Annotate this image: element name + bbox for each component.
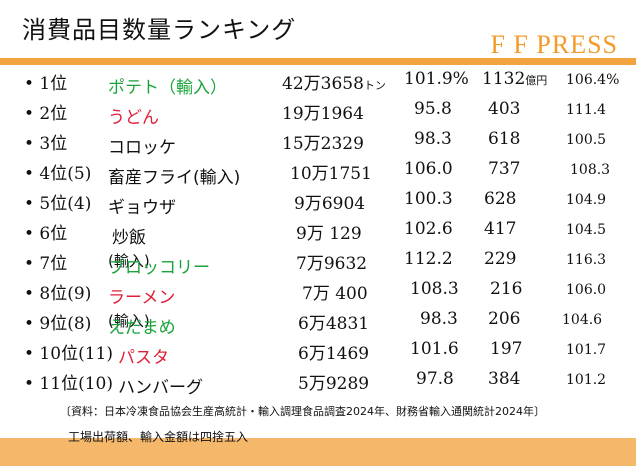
amount-value: 206 (488, 309, 521, 329)
amount-yoy: 104.9 (566, 192, 607, 208)
amount-value: 1132億円 (482, 69, 548, 89)
volume-yoy: 101.6 (410, 339, 459, 359)
rank-label: • 9位(8) (24, 314, 92, 334)
amount-yoy: 104.6 (562, 312, 603, 328)
rank-label: • 3位 (24, 134, 68, 154)
table-row: • 5位(4) ギョウザ 9万6904 100.3 628 104.9 (24, 189, 607, 218)
amount-value: 216 (490, 279, 523, 299)
amount-value: 197 (490, 339, 523, 359)
amount-value: 403 (488, 99, 521, 119)
table-row: • 11位(10) ハンバーグ 5万9289 97.8 384 101.2 (24, 369, 607, 398)
volume-yoy: 95.8 (414, 99, 452, 119)
amount-value: 737 (488, 159, 521, 179)
amount-yoy: 100.5 (566, 132, 607, 148)
volume-yoy: 112.2 (404, 249, 453, 269)
volume-value: 6万4831 (298, 314, 370, 334)
amount-value: 384 (488, 369, 521, 389)
volume-yoy: 98.3 (414, 129, 452, 149)
table-row: • 4位(5) 畜産フライ(輸入) 10万1751 106.0 737 108.… (24, 159, 611, 188)
volume-value: 6万1469 (298, 344, 370, 364)
volume-yoy: 98.3 (420, 309, 458, 329)
volume-value: 5万9289 (298, 374, 370, 394)
amount-yoy: 101.2 (566, 372, 607, 388)
volume-value: 19万1964 (282, 104, 364, 124)
amount-yoy: 106.4% (566, 72, 620, 88)
page-title: 消費品目数量ランキング (22, 16, 297, 44)
amount-yoy: 106.0 (566, 282, 607, 298)
volume-yoy: 97.8 (416, 369, 454, 389)
amount-value: 618 (488, 129, 521, 149)
rounding-note: 工場出荷額、輸入金額は四捨五入 (68, 430, 249, 444)
table-row: • 2位 うどん 19万1964 95.8 403 111.4 (24, 99, 607, 128)
volume-value: 7万9632 (296, 254, 368, 274)
volume-value: 9万6904 (294, 194, 366, 214)
volume-value: 42万3658トン (282, 74, 386, 94)
volume-yoy: 101.9% (404, 69, 469, 89)
amount-yoy: 101.7 (566, 342, 607, 358)
rank-label: • 4位(5) (24, 164, 92, 184)
volume-value: 7万 400 (302, 284, 368, 304)
amount-yoy: 111.4 (566, 102, 607, 118)
amount-value: 628 (484, 189, 517, 209)
volume-yoy: 102.6 (404, 219, 453, 239)
volume-yoy: 100.3 (404, 189, 453, 209)
table-row: • 8位(9) ラーメン 7万 400 108.3 216 106.0 (24, 279, 607, 308)
rank-label: • 11位(10) (24, 374, 113, 394)
amount-value: 229 (484, 249, 517, 269)
brand-logo: F F PRESS (490, 30, 618, 59)
source-note: 〔資料：日本冷凍食品協会生産高統計・輸入調理食品調査2024年、財務省輸入通関統… (60, 405, 545, 418)
rank-label: • 7位 (24, 254, 68, 274)
volume-yoy: 108.3 (410, 279, 459, 299)
volume-value: 9万 129 (296, 224, 362, 244)
item-name: えだまめ (輸入) (108, 312, 176, 338)
rank-label: • 1位 (24, 74, 68, 94)
table-row: • 9位(8) えだまめ (輸入) 6万4831 98.3 206 104.6 (0, 306, 636, 338)
title-divider (0, 58, 636, 65)
table-row: • 1位 ポテト（輸入） 42万3658トン 101.9% 1132億円 106… (24, 69, 620, 98)
rank-label: • 2位 (24, 104, 68, 124)
ranking-table: • 1位 ポテト（輸入） 42万3658トン 101.9% 1132億円 106… (0, 66, 636, 398)
table-row: • 10位(11) パスタ 6万1469 101.6 197 101.7 (24, 339, 607, 368)
item-name: ブロッコリー (輸入) (108, 252, 210, 278)
volume-value: 10万1751 (290, 164, 372, 184)
volume-value: 15万2329 (282, 134, 364, 154)
rank-label: • 6位 (24, 224, 68, 244)
footer-band (0, 438, 636, 466)
amount-yoy: 104.5 (566, 222, 607, 238)
rank-label: • 5位(4) (24, 194, 92, 214)
rank-label: • 10位(11) (24, 344, 113, 364)
table-row: • 3位 コロッケ 15万2329 98.3 618 100.5 (24, 129, 607, 158)
rank-label: • 8位(9) (24, 284, 92, 304)
amount-value: 417 (484, 219, 517, 239)
amount-yoy: 116.3 (566, 252, 607, 268)
table-row: • 7位 ブロッコリー (輸入) 7万9632 112.2 229 116.3 (0, 246, 636, 278)
amount-yoy: 108.3 (570, 162, 611, 178)
volume-yoy: 106.0 (404, 159, 453, 179)
table-row: • 6位 炒飯 9万 129 102.6 417 104.5 (24, 219, 607, 248)
